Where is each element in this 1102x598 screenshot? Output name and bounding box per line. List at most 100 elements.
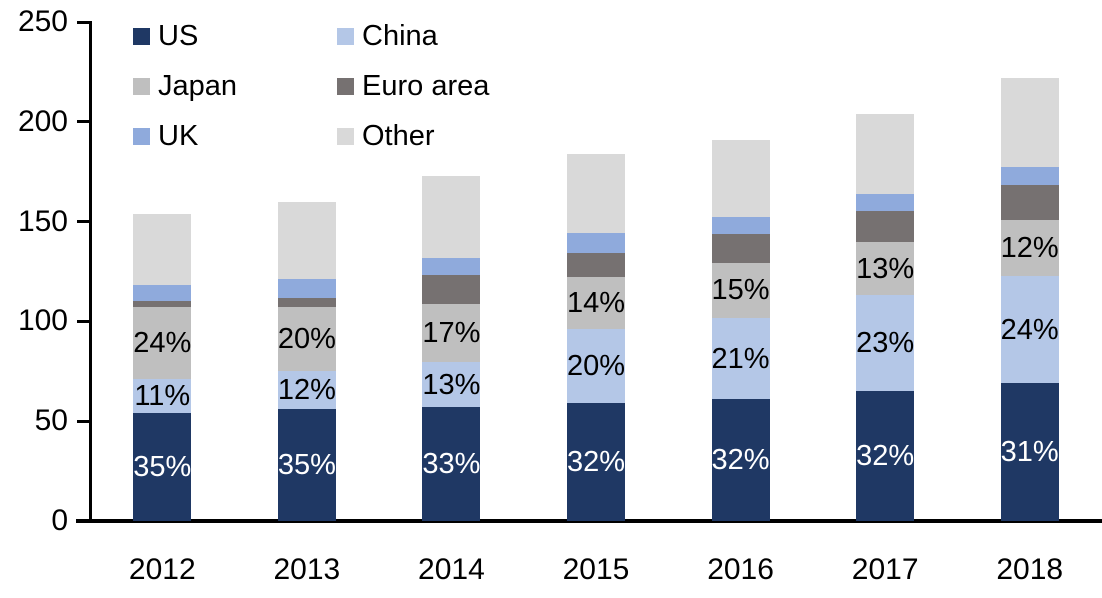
bar-segment-japan-2017 <box>856 241 915 296</box>
bar-segment-uk-2016 <box>711 216 770 234</box>
legend: US China Japan Euro area UK Other <box>133 11 489 161</box>
segment-label-us-2013: 35% <box>277 449 336 482</box>
y-tick-label: 100 <box>17 304 68 338</box>
segment-label-china-2012: 11% <box>134 380 191 413</box>
legend-item-us: US <box>133 20 337 53</box>
bar-segment-uk-2015 <box>567 232 625 253</box>
bar-segment-china-2013 <box>277 371 336 410</box>
legend-swatch-uk <box>133 127 150 145</box>
bar-segment-other-2013 <box>277 201 336 280</box>
bar-segment-japan-2015 <box>567 277 625 330</box>
bar-segment-uk-2014 <box>422 257 481 276</box>
bar-segment-us-2014 <box>422 407 481 521</box>
bar-segment-uk-2017 <box>856 193 915 211</box>
bar-segment-other-2018 <box>1000 77 1059 167</box>
bar-segment-us-2018 <box>1000 383 1059 521</box>
bar-segment-us-2012 <box>133 413 192 521</box>
segment-label-japan-2016: 15% <box>711 274 770 307</box>
segment-label-us-2014: 33% <box>422 448 481 481</box>
legend-label-china: China <box>362 19 438 52</box>
segment-label-japan-2012: 24% <box>133 327 192 360</box>
y-tick-mark <box>77 20 90 24</box>
segment-label-japan-2015: 14% <box>566 287 626 320</box>
bar-segment-japan-2016 <box>711 262 770 319</box>
legend-item-uk: UK <box>133 120 337 153</box>
y-tick-label: 150 <box>17 204 68 238</box>
segment-label-japan-2013: 20% <box>277 323 336 356</box>
bar-segment-uk-2013 <box>277 279 336 299</box>
legend-label-other: Other <box>362 119 435 152</box>
x-axis-line <box>76 519 1102 523</box>
y-tick-label: 0 <box>51 504 68 537</box>
y-tick-mark <box>77 419 90 423</box>
legend-label-euro-area: Euro area <box>362 69 490 102</box>
x-tick-label: 2014 <box>418 553 485 586</box>
y-tick-label: 250 <box>17 5 68 38</box>
bar-segment-japan-2012 <box>133 307 192 380</box>
bar-segment-euro-area-2016 <box>711 233 770 263</box>
segment-label-japan-2017: 13% <box>856 252 915 285</box>
segment-label-us-2018: 31% <box>1000 436 1059 469</box>
bar-segment-china-2012 <box>133 379 192 414</box>
bar-segment-us-2016 <box>711 399 770 521</box>
legend-label-japan: Japan <box>158 69 238 102</box>
bar-segment-other-2016 <box>711 139 770 217</box>
x-tick-label: 2017 <box>851 553 919 586</box>
bar-segment-japan-2018 <box>1000 219 1059 277</box>
bar-segment-us-2015 <box>567 403 625 521</box>
legend-label-uk: UK <box>158 119 199 152</box>
bar-segment-china-2015 <box>567 329 625 404</box>
segment-label-us-2017: 32% <box>856 440 915 473</box>
segment-label-us-2012: 35% <box>133 451 192 484</box>
segment-label-us-2016: 32% <box>711 444 770 477</box>
bar-segment-uk-2018 <box>1000 166 1059 185</box>
bar-segment-euro-area-2014 <box>422 275 481 305</box>
x-tick-label: 2016 <box>707 553 774 586</box>
legend-swatch-euro-area <box>337 77 354 95</box>
bar-segment-euro-area-2018 <box>1000 184 1059 220</box>
bar-segment-euro-area-2013 <box>277 298 336 308</box>
legend-item-japan: Japan <box>133 70 337 103</box>
segment-label-japan-2018: 12% <box>1000 232 1059 265</box>
y-axis-line <box>89 21 92 521</box>
x-tick-label: 2015 <box>562 553 630 586</box>
segment-label-us-2015: 32% <box>566 446 626 479</box>
bar-segment-euro-area-2017 <box>856 210 915 242</box>
legend-item-euro-area: Euro area <box>337 70 489 103</box>
segment-label-china-2018: 24% <box>1000 313 1059 346</box>
legend-swatch-japan <box>133 77 150 95</box>
bar-segment-other-2014 <box>422 175 481 258</box>
bar-segment-euro-area-2015 <box>567 252 625 278</box>
bar-segment-china-2018 <box>1000 276 1059 384</box>
legend-swatch-us <box>133 27 150 45</box>
x-tick-label: 2012 <box>128 553 196 586</box>
legend-item-other: Other <box>337 120 489 153</box>
bar-segment-japan-2014 <box>422 304 481 363</box>
bar-segment-us-2017 <box>856 391 915 521</box>
bar-segment-us-2013 <box>277 409 336 521</box>
y-tick-mark <box>77 120 90 124</box>
bar-segment-other-2012 <box>133 213 192 286</box>
bar-segment-euro-area-2012 <box>133 301 192 308</box>
bar-segment-china-2014 <box>422 362 481 408</box>
x-tick-label: 2013 <box>273 553 341 586</box>
legend-swatch-china <box>337 27 354 45</box>
x-tick-label: 2018 <box>996 553 1064 586</box>
segment-label-china-2017: 23% <box>856 327 915 360</box>
segment-label-china-2013: 12% <box>277 374 336 407</box>
legend-swatch-other <box>337 127 354 145</box>
bar-segment-other-2015 <box>567 153 625 233</box>
y-tick-label: 50 <box>34 404 68 438</box>
segment-label-china-2014: 13% <box>422 368 481 401</box>
bar-segment-japan-2013 <box>277 307 336 372</box>
bar-segment-other-2017 <box>856 113 915 194</box>
legend-item-china: China <box>337 20 489 53</box>
segment-label-china-2015: 20% <box>566 350 626 383</box>
bar-segment-uk-2012 <box>133 285 192 302</box>
segment-label-japan-2014: 17% <box>422 317 481 350</box>
y-tick-mark <box>77 319 90 323</box>
bar-segment-china-2017 <box>856 295 915 392</box>
legend-label-us: US <box>158 19 199 52</box>
bar-segment-china-2016 <box>711 318 770 400</box>
segment-label-china-2016: 21% <box>711 342 770 375</box>
